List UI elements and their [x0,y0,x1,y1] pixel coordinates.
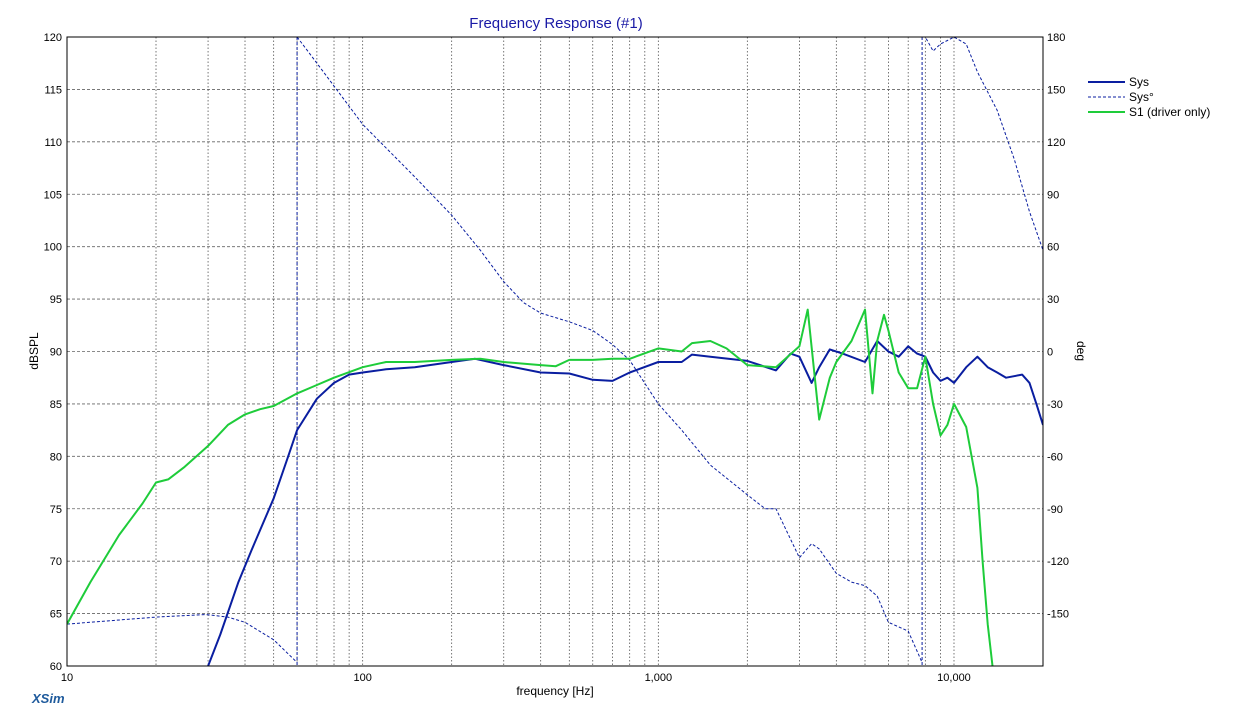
y-tick-label: 95 [50,294,62,306]
y2-tick-label: -60 [1047,451,1063,463]
y-tick-label: 80 [50,451,62,463]
grid [67,37,1043,666]
series-line-1 [67,614,298,663]
x-tick-label: 100 [353,672,371,684]
y-tick-label: 60 [50,661,62,673]
y2-tick-label: -120 [1047,556,1069,568]
x-tick-label: 10 [61,672,73,684]
y-tick-label: 100 [44,242,62,254]
y-tick-label: 75 [50,504,62,516]
y2-tick-label: 30 [1047,294,1059,306]
xsim-brand-label: XSim [31,691,65,706]
legend-entry: Sys° [1129,90,1154,104]
x-axis-label: frequency [Hz] [516,684,593,698]
y2-tick-label: 60 [1047,242,1059,254]
y2-tick-label: -150 [1047,609,1069,621]
y-tick-label: 105 [44,189,62,201]
y-axis-label: dBSPL [27,332,41,370]
series-line-1 [922,37,1043,251]
y2-axis-label: deg [1074,341,1088,361]
y-tick-label: 85 [50,399,62,411]
y2-tick-label: -30 [1047,399,1063,411]
series-line-0 [207,340,1043,666]
legend-entry: Sys [1129,75,1149,89]
y2-tick-label: 150 [1047,84,1065,96]
y-tick-labels: 60 65 70 75 80 85 90 95 100 105 110 115 120 [44,32,62,673]
x-tick-label: 10,000 [937,672,971,684]
chart-title: Frequency Response (#1) [469,15,642,32]
plot-frame [66,36,1044,667]
y-tick-label: 120 [44,32,62,44]
series-group [67,37,1043,666]
x-tick-labels: 10 100 1,000 10,000 [61,672,971,684]
y2-tick-label: 0 [1047,347,1053,359]
legend-entry: S1 (driver only) [1129,105,1210,119]
series-line-1 [296,37,923,663]
y-tick-label: 90 [50,347,62,359]
y-tick-label: 65 [50,609,62,621]
y-tick-label: 70 [50,556,62,568]
y2-tick-label: 90 [1047,189,1059,201]
y-tick-label: 110 [44,137,62,149]
x-tick-label: 1,000 [645,672,673,684]
y2-tick-labels: -150 -120 -90 -60 -30 0 30 60 90 120 150 180 [1047,32,1069,621]
y2-tick-label: 120 [1047,137,1065,149]
y2-tick-label: 180 [1047,32,1065,44]
y2-tick-label: -90 [1047,504,1063,516]
y-tick-label: 115 [44,84,62,96]
series-line-2 [67,308,994,666]
